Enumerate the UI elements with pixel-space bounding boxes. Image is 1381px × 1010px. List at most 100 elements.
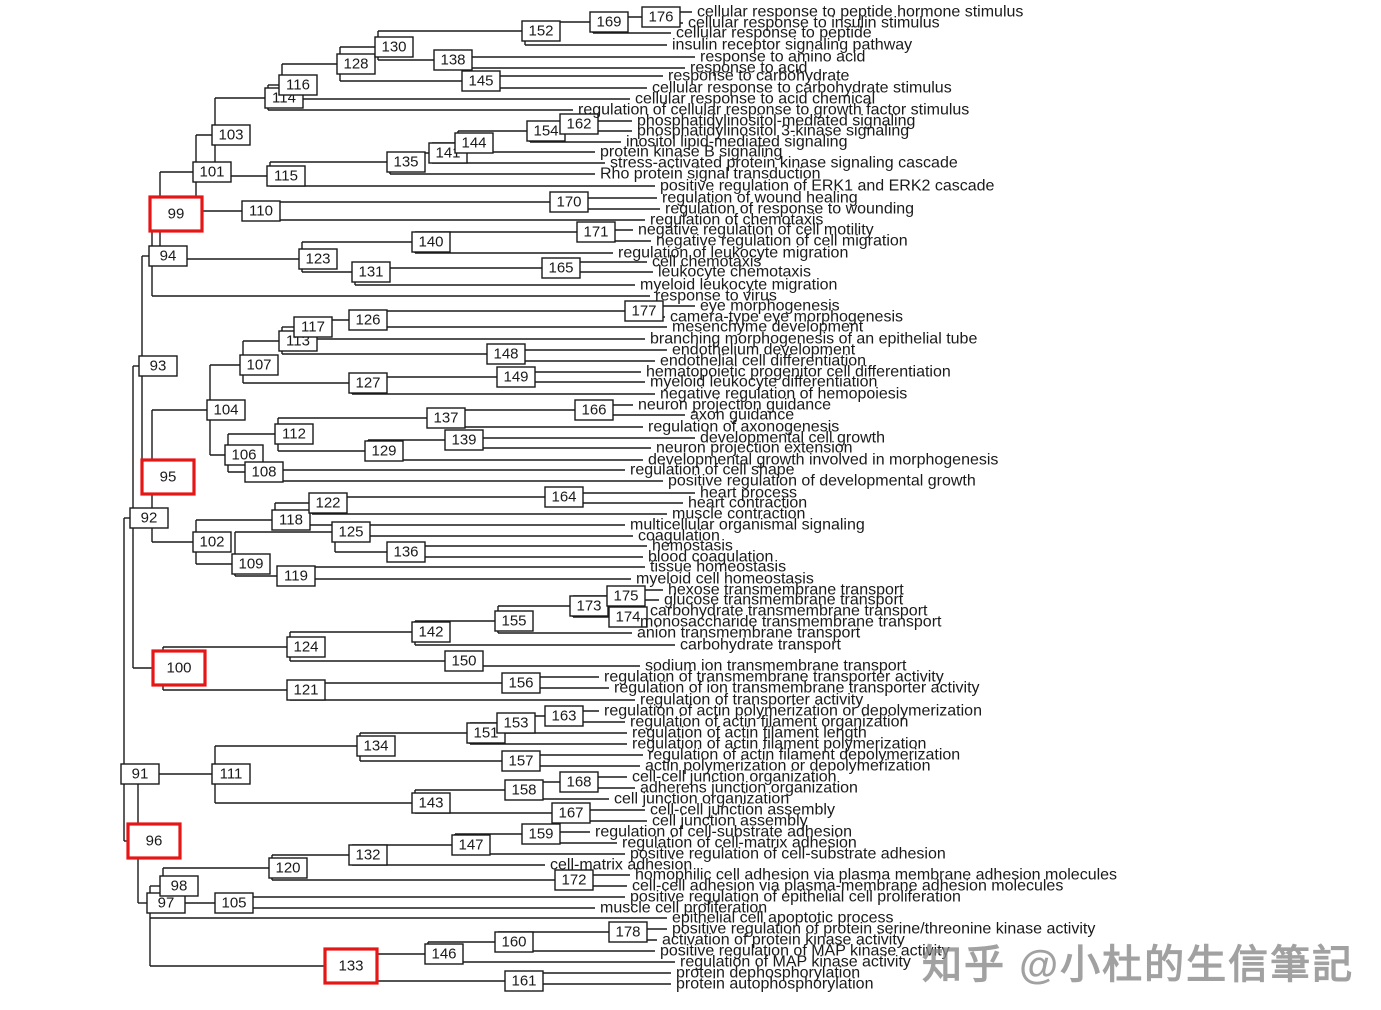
cluster-node-box-153 <box>496 712 536 734</box>
cluster-node-number-147: 147 <box>458 837 483 854</box>
cluster-node-box-148 <box>486 343 526 365</box>
go-term-label: regulation of MAP kinase activity <box>680 954 911 971</box>
go-term-label: hematopoietic progenitor cell differenti… <box>646 364 951 381</box>
cluster-node-number-103: 103 <box>218 127 243 144</box>
go-term-label: coagulation <box>638 528 720 545</box>
cluster-node-box-102 <box>192 531 232 553</box>
go-term-label: activation of protein kinase activity <box>662 932 905 949</box>
go-term-label: positive regulation of cell-substrate ad… <box>630 846 946 863</box>
cluster-node-box-109 <box>231 553 271 575</box>
go-term-label: adherens junction organization <box>640 780 858 797</box>
go-term-label: heart contraction <box>688 495 807 512</box>
go-term-label: positive regulation of developmental gro… <box>668 473 976 490</box>
go-term-label: endothelial cell differentiation <box>660 353 866 370</box>
cluster-node-box-162 <box>559 113 599 135</box>
cluster-node-number-153: 153 <box>503 715 528 732</box>
highlighted-cluster-box-96 <box>126 822 182 860</box>
go-term-label: stress-activated protein kinase signalin… <box>610 155 958 172</box>
cluster-node-number-177: 177 <box>631 303 656 320</box>
cluster-node-number-98: 98 <box>171 878 188 895</box>
cluster-node-box-175 <box>606 585 646 607</box>
cluster-node-number-143: 143 <box>418 795 443 812</box>
cluster-node-number-146: 146 <box>431 946 456 963</box>
go-term-label: endothelium development <box>672 342 856 359</box>
cluster-node-number-149: 149 <box>503 369 528 386</box>
go-term-label: regulation of actin filament length <box>632 725 867 742</box>
cluster-node-number-119: 119 <box>284 568 308 585</box>
cluster-node-number-176: 176 <box>648 9 673 26</box>
go-term-label: cell-cell junction assembly <box>650 802 835 819</box>
cluster-node-box-118 <box>271 509 311 531</box>
go-term-label: muscle cell proliferation <box>600 900 767 917</box>
cluster-node-number-167: 167 <box>558 805 583 822</box>
cluster-node-box-119 <box>276 565 316 587</box>
cluster-node-box-115 <box>266 165 306 187</box>
go-term-label: negative regulation of cell motility <box>638 222 874 239</box>
go-term-label: regulation of transporter activity <box>640 692 863 709</box>
cluster-node-number-156: 156 <box>508 675 533 692</box>
go-term-label: cell-cell adhesion via plasma-membrane a… <box>632 878 1063 895</box>
go-term-label: carbohydrate transport <box>680 637 842 654</box>
cluster-node-box-140 <box>411 231 451 253</box>
cluster-node-box-110 <box>241 200 281 222</box>
cluster-node-box-144 <box>454 132 494 154</box>
cluster-node-box-177 <box>624 300 664 322</box>
cluster-node-number-92: 92 <box>141 510 158 527</box>
cluster-node-number-161: 161 <box>511 973 536 990</box>
cluster-node-box-111 <box>211 763 251 785</box>
cluster-node-box-101 <box>192 161 232 183</box>
cluster-node-box-155 <box>494 610 534 632</box>
go-term-label: regulation of cell-substrate adhesion <box>595 824 852 841</box>
go-term-label: cell junction organization <box>614 791 789 808</box>
cluster-node-box-156 <box>501 672 541 694</box>
cluster-node-box-145 <box>461 70 501 92</box>
go-term-label: response to acid <box>690 60 807 77</box>
cluster-node-number-127: 127 <box>355 375 380 392</box>
highlighted-cluster-box-95 <box>140 458 196 496</box>
cluster-node-number-166: 166 <box>581 402 606 419</box>
cluster-node-number-170: 170 <box>556 194 581 211</box>
go-term-label: regulation of ion transmembrane transpor… <box>614 680 980 697</box>
cluster-node-box-105 <box>214 892 254 914</box>
go-term-label: response to carbohydrate <box>668 68 850 85</box>
go-term-label: cellular response to peptide hormone sti… <box>697 4 1023 21</box>
cluster-node-box-127 <box>348 372 388 394</box>
cluster-node-number-118: 118 <box>279 512 303 529</box>
cluster-node-number-121: 121 <box>293 682 318 699</box>
cluster-node-number-133: 133 <box>338 958 363 975</box>
go-term-label: myeloid leukocyte differentiation <box>650 374 877 391</box>
go-term-label: tissue homeostasis <box>650 559 786 576</box>
go-term-label: regulation of response to wounding <box>665 201 914 218</box>
go-term-label: hemostasis <box>652 538 733 555</box>
cluster-node-number-175: 175 <box>613 588 638 605</box>
cluster-node-number-107: 107 <box>246 357 271 374</box>
cluster-node-box-121 <box>286 679 326 701</box>
cluster-node-box-169 <box>589 11 629 33</box>
cluster-node-box-116 <box>278 74 318 96</box>
cluster-node-number-101: 101 <box>199 164 224 181</box>
cluster-node-number-120: 120 <box>275 860 300 877</box>
go-term-label: regulation of cellular response to growt… <box>578 102 969 119</box>
cluster-node-box-137 <box>426 407 466 429</box>
cluster-node-number-164: 164 <box>551 489 576 506</box>
go-term-label: actin polymerization or depolymerization <box>645 758 930 775</box>
cluster-node-number-96: 96 <box>146 833 163 850</box>
cluster-node-box-120 <box>268 857 308 879</box>
cluster-node-number-106: 106 <box>231 447 256 464</box>
go-term-label: myeloid cell homeostasis <box>636 571 814 588</box>
cluster-node-number-137: 137 <box>433 410 458 427</box>
cluster-node-box-168 <box>559 771 599 793</box>
cluster-node-box-142 <box>411 621 451 643</box>
cluster-node-box-159 <box>521 823 561 845</box>
cluster-node-number-145: 145 <box>468 73 493 90</box>
highlighted-cluster-box-100 <box>151 649 207 687</box>
cluster-node-box-150 <box>444 650 484 672</box>
cluster-node-number-151: 151 <box>473 725 498 742</box>
go-term-label: cellular response to peptide <box>676 25 872 42</box>
cluster-node-number-112: 112 <box>282 426 306 443</box>
go-term-label: insulin receptor signaling pathway <box>672 37 912 54</box>
cluster-node-box-170 <box>549 191 589 213</box>
go-term-label: regulation of actin polymerization or de… <box>604 703 982 720</box>
go-term-label: Rho protein signal transduction <box>600 166 821 183</box>
